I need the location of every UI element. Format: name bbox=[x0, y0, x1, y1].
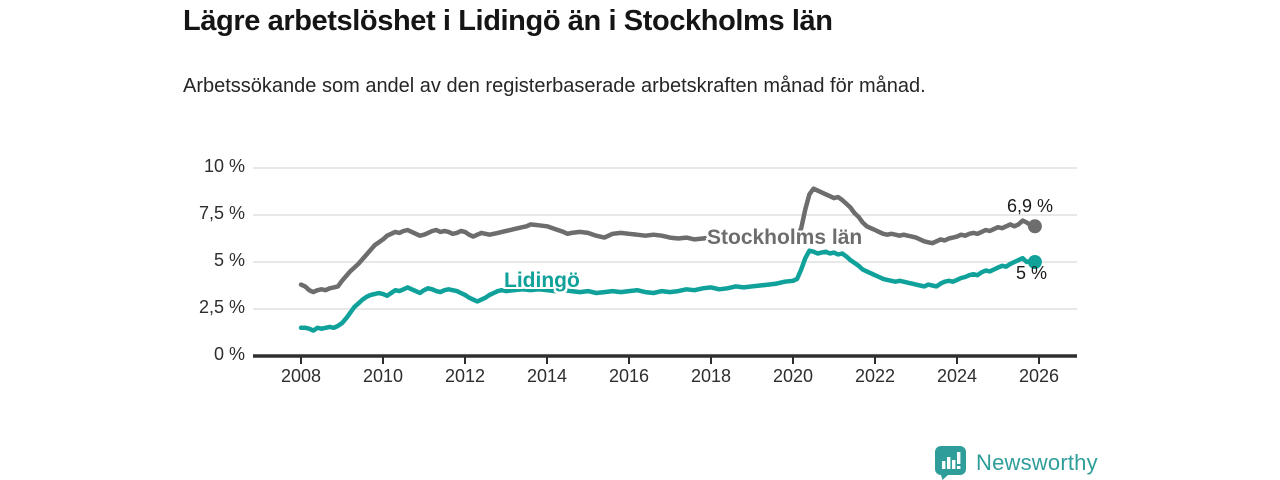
y-tick-label: 0 % bbox=[213, 344, 245, 364]
series-end-dot-1 bbox=[1027, 255, 1042, 269]
series-line-1 bbox=[298, 248, 1038, 333]
series-label-stockholms-lan: Stockholms län bbox=[707, 226, 863, 249]
x-tick-label: 2008 bbox=[280, 366, 322, 386]
series-end-dot-0 bbox=[1027, 219, 1042, 234]
x-tick-label: 2014 bbox=[526, 366, 568, 386]
x-tick-label: 2012 bbox=[444, 366, 486, 386]
x-tick-label: 2016 bbox=[608, 366, 650, 386]
y-tick-label: 7,5 % bbox=[198, 203, 245, 223]
page-title: Lägre arbetslöshet i Lidingö än i Stockh… bbox=[183, 5, 833, 37]
speech-bubble-shape bbox=[935, 446, 966, 480]
chart-subtitle: Arbetssökande som andel av den registerb… bbox=[183, 75, 926, 97]
x-tick-label: 2018 bbox=[690, 366, 732, 386]
x-tick-label: 2010 bbox=[362, 366, 404, 386]
x-tick-label: 2026 bbox=[1018, 366, 1060, 386]
y-tick-label: 10 % bbox=[203, 156, 245, 176]
newsworthy-branding: Newsworthy bbox=[934, 445, 1098, 480]
bar-chart-speech-bubble-icon bbox=[935, 446, 966, 480]
newsworthy-wordmark: Newsworthy bbox=[976, 449, 1098, 475]
y-tick-label: 2,5 % bbox=[198, 297, 245, 317]
y-tick-label: 5 % bbox=[213, 250, 245, 270]
series-label-lidingo: Lidingö bbox=[504, 269, 580, 292]
end-value-label-lidingo: 5 % bbox=[1016, 263, 1048, 283]
series-line-0 bbox=[298, 186, 1038, 295]
x-tick-label: 2022 bbox=[854, 366, 896, 386]
end-value-label-stockholms-lan: 6,9 % bbox=[1007, 196, 1054, 216]
x-tick-label: 2024 bbox=[936, 366, 978, 386]
x-tick-label: 2020 bbox=[772, 366, 814, 386]
